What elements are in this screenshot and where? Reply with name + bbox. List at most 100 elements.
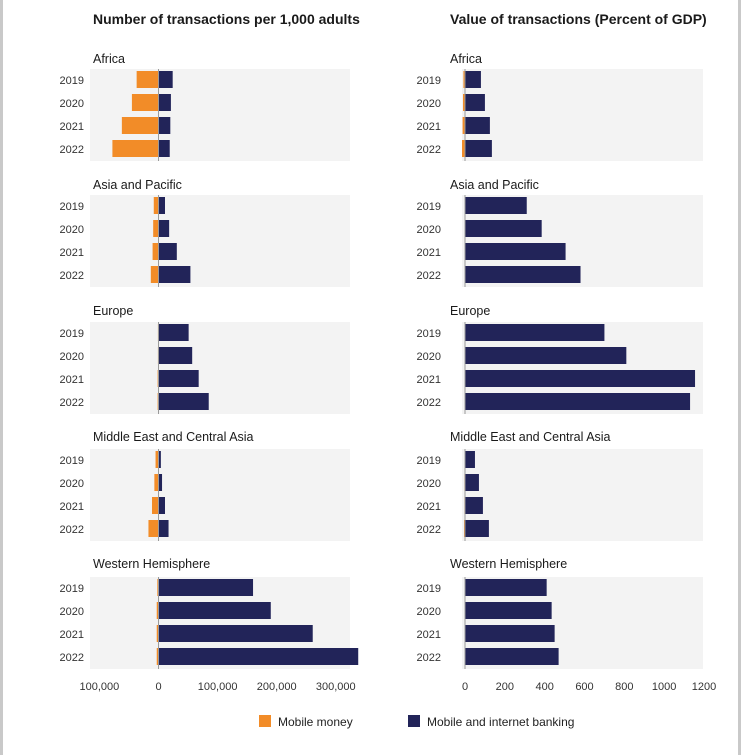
bar-banking-2020 <box>158 602 271 619</box>
left-panel-africa: Africa 2019 2020 2021 2022 <box>60 52 350 161</box>
year-label-2022: 2022 <box>417 144 441 156</box>
panel-title-africa: Africa <box>93 52 125 66</box>
x-tick-label: 0 <box>462 681 468 693</box>
left-panel-middle-east-and-central-asia: Middle East and Central Asia 2019 2020 2021… <box>60 430 350 541</box>
right-panel-western-hemisphere: Western Hemisphere 2019 2020 2021 2022 <box>417 557 703 669</box>
bar-banking-2020 <box>158 220 170 237</box>
legend: Mobile money Mobile and internet banking <box>259 715 574 729</box>
bar-banking-2022 <box>158 520 169 537</box>
year-label-2020: 2020 <box>60 98 84 110</box>
left-chart-title: Number of transactions per 1,000 adults <box>93 11 360 27</box>
panel-title-asia-and-pacific: Asia and Pacific <box>93 178 182 192</box>
left-panel-europe: Europe 2019 2020 2021 2022 <box>60 304 350 414</box>
bar-mobile-money-2022 <box>156 648 159 665</box>
x-tick-label: 100,000 <box>198 681 238 693</box>
left-panel-asia-and-pacific: Asia and Pacific 2019 2020 2021 2022 <box>60 178 350 287</box>
legend-label-banking: Mobile and internet banking <box>427 715 574 729</box>
bar-banking-2021 <box>158 370 199 387</box>
bar-mobile-money-2022 <box>112 140 159 157</box>
x-tick-label: 800 <box>615 681 633 693</box>
year-label-2022: 2022 <box>417 270 441 282</box>
bar-banking-2020 <box>465 347 627 364</box>
year-label-2021: 2021 <box>417 629 441 641</box>
year-label-2022: 2022 <box>60 270 84 282</box>
bar-banking-2022 <box>158 393 209 410</box>
year-label-2020: 2020 <box>417 224 441 236</box>
right-panel-africa: Africa 2019 2020 2021 2022 <box>417 52 703 161</box>
bar-banking-2020 <box>158 94 171 111</box>
legend-swatch-banking <box>408 715 420 727</box>
right-panel-europe: Europe 2019 2020 2021 2022 <box>417 304 703 414</box>
panel-background <box>462 449 703 541</box>
panel-title-africa: Africa <box>450 52 482 66</box>
legend-label-mobile-money: Mobile money <box>278 715 353 729</box>
bar-banking-2021 <box>465 497 483 514</box>
bar-banking-2020 <box>158 474 163 491</box>
year-label-2022: 2022 <box>417 397 441 409</box>
bar-banking-2020 <box>465 220 542 237</box>
bar-mobile-money-2020 <box>156 602 159 619</box>
year-label-2021: 2021 <box>417 247 441 259</box>
year-label-2021: 2021 <box>417 374 441 386</box>
bar-mobile-money-2021 <box>121 117 159 134</box>
year-label-2019: 2019 <box>60 328 84 340</box>
bar-banking-2021 <box>158 117 171 134</box>
panel-title-europe: Europe <box>93 304 133 318</box>
bar-banking-2021 <box>465 370 696 387</box>
bar-mobile-money-2019 <box>153 197 159 214</box>
bar-mobile-money-2019 <box>157 579 159 596</box>
right-chart: Africa 2019 2020 2021 2022 Asia and Pacific 20… <box>417 52 717 693</box>
bar-banking-2022 <box>465 520 489 537</box>
x-tick-label: 100,000 <box>80 681 120 693</box>
x-tick-label: 400 <box>535 681 553 693</box>
year-label-2021: 2021 <box>417 121 441 133</box>
bar-mobile-money-2020 <box>463 94 465 111</box>
year-label-2022: 2022 <box>417 524 441 536</box>
year-label-2019: 2019 <box>60 75 84 87</box>
year-label-2020: 2020 <box>417 478 441 490</box>
right-panel-middle-east-and-central-asia: Middle East and Central Asia 2019 2020 2021… <box>417 430 703 541</box>
year-label-2020: 2020 <box>417 98 441 110</box>
left-chart: Africa 2019 2020 2021 2022 Asia and Pacific 20… <box>60 52 359 693</box>
bar-mobile-money-2022 <box>462 140 465 157</box>
bar-banking-2021 <box>158 243 177 260</box>
bar-banking-2020 <box>465 474 479 491</box>
bar-mobile-money-2021 <box>152 497 159 514</box>
bar-banking-2019 <box>465 451 475 468</box>
year-label-2020: 2020 <box>60 351 84 363</box>
bar-banking-2020 <box>465 94 485 111</box>
year-label-2019: 2019 <box>60 583 84 595</box>
legend-swatch-mobile-money <box>259 715 271 727</box>
year-label-2019: 2019 <box>417 455 441 467</box>
bar-mobile-money-2019 <box>155 451 159 468</box>
bar-banking-2019 <box>465 71 481 88</box>
bar-banking-2022 <box>158 266 191 283</box>
year-label-2022: 2022 <box>60 524 84 536</box>
year-label-2020: 2020 <box>60 606 84 618</box>
bar-mobile-money-2022 <box>148 520 159 537</box>
bar-banking-2021 <box>465 117 490 134</box>
bar-mobile-money-2020 <box>131 94 159 111</box>
year-label-2019: 2019 <box>417 328 441 340</box>
bar-banking-2021 <box>158 497 165 514</box>
bar-mobile-money-2021 <box>156 625 159 642</box>
bar-banking-2019 <box>158 579 254 596</box>
year-label-2019: 2019 <box>417 201 441 213</box>
bar-banking-2019 <box>158 324 189 341</box>
bar-banking-2020 <box>158 347 193 364</box>
bar-banking-2022 <box>465 140 492 157</box>
bar-banking-2022 <box>465 393 691 410</box>
x-tick-label: 0 <box>155 681 161 693</box>
bar-mobile-money-2021 <box>152 243 159 260</box>
year-label-2019: 2019 <box>60 455 84 467</box>
panel-title-middle-east-and-central-asia: Middle East and Central Asia <box>450 430 611 444</box>
year-label-2019: 2019 <box>417 75 441 87</box>
panel-title-middle-east-and-central-asia: Middle East and Central Asia <box>93 430 254 444</box>
panel-title-europe: Europe <box>450 304 490 318</box>
bar-banking-2021 <box>465 243 566 260</box>
right-panel-asia-and-pacific: Asia and Pacific 2019 2020 2021 2022 <box>417 178 703 287</box>
year-label-2020: 2020 <box>60 478 84 490</box>
bar-banking-2022 <box>158 140 170 157</box>
